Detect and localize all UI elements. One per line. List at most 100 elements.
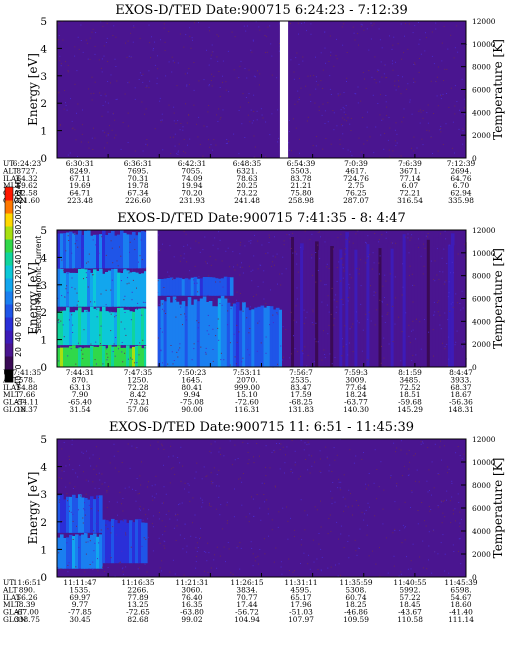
noise-pixel bbox=[240, 241, 242, 243]
intensity-cell bbox=[327, 237, 331, 367]
noise-pixel bbox=[217, 248, 219, 250]
intensity-cell bbox=[254, 307, 258, 367]
noise-pixel bbox=[244, 137, 246, 138]
noise-pixel bbox=[243, 25, 245, 27]
table-cell: 77.64 bbox=[345, 383, 366, 392]
table-row-label: GLAT bbox=[3, 608, 24, 617]
noise-pixel bbox=[384, 297, 385, 298]
noise-pixel bbox=[382, 508, 384, 510]
table-cell: 72.28 bbox=[127, 383, 148, 392]
noise-pixel bbox=[463, 98, 465, 100]
noise-pixel bbox=[454, 47, 456, 49]
noise-pixel bbox=[69, 482, 71, 484]
noise-pixel bbox=[204, 236, 206, 238]
noise-pixel bbox=[165, 313, 167, 314]
noise-pixel bbox=[112, 351, 114, 352]
noise-pixel bbox=[306, 514, 308, 516]
noise-pixel bbox=[324, 47, 326, 49]
noise-pixel bbox=[236, 264, 238, 266]
noise-pixel bbox=[263, 494, 265, 495]
intensity-cell bbox=[93, 499, 97, 533]
noise-pixel bbox=[77, 346, 79, 348]
noise-pixel bbox=[161, 570, 162, 572]
intensity-cell bbox=[375, 243, 380, 367]
intensity-cell bbox=[248, 310, 252, 367]
noise-pixel bbox=[450, 522, 452, 524]
noise-pixel bbox=[321, 556, 323, 558]
y-tick-label: 5 bbox=[40, 16, 47, 28]
noise-pixel bbox=[349, 328, 351, 330]
noise-pixel bbox=[199, 251, 201, 253]
noise-pixel bbox=[177, 457, 179, 458]
y2-tick-label: 8000 bbox=[472, 272, 491, 281]
noise-pixel bbox=[169, 571, 171, 573]
noise-pixel bbox=[448, 572, 450, 574]
noise-pixel bbox=[97, 510, 99, 512]
noise-pixel bbox=[127, 82, 129, 84]
noise-pixel bbox=[285, 454, 286, 456]
noise-pixel bbox=[342, 106, 344, 108]
noise-pixel bbox=[71, 120, 73, 122]
noise-pixel bbox=[459, 109, 460, 111]
noise-pixel bbox=[196, 542, 198, 544]
intensity-cell bbox=[129, 520, 133, 564]
noise-pixel bbox=[274, 236, 275, 238]
noise-pixel bbox=[401, 331, 403, 333]
noise-pixel bbox=[350, 117, 352, 119]
noise-pixel bbox=[328, 268, 330, 269]
noise-pixel bbox=[175, 513, 176, 515]
noise-pixel bbox=[370, 320, 372, 322]
noise-pixel bbox=[208, 333, 210, 335]
noise-pixel bbox=[303, 552, 305, 554]
noise-pixel bbox=[252, 120, 254, 122]
noise-pixel bbox=[419, 109, 421, 111]
noise-pixel bbox=[264, 501, 265, 503]
noise-pixel bbox=[68, 562, 70, 564]
noise-pixel bbox=[209, 256, 211, 257]
noise-pixel bbox=[106, 359, 108, 361]
noise-pixel bbox=[403, 465, 405, 467]
noise-pixel bbox=[257, 268, 259, 270]
noise-pixel bbox=[350, 277, 352, 279]
noise-pixel bbox=[430, 80, 432, 82]
noise-pixel bbox=[145, 538, 147, 540]
intensity-cell bbox=[223, 276, 228, 296]
noise-pixel bbox=[445, 238, 447, 240]
noise-pixel bbox=[343, 108, 345, 110]
noise-pixel bbox=[351, 155, 353, 157]
noise-pixel bbox=[272, 314, 274, 316]
noise-pixel bbox=[336, 38, 337, 40]
intensity-cell bbox=[111, 230, 115, 269]
table-row-label: GLON bbox=[3, 405, 27, 414]
noise-pixel bbox=[198, 242, 200, 244]
noise-pixel bbox=[238, 331, 240, 333]
noise-pixel bbox=[333, 299, 335, 301]
noise-pixel bbox=[103, 55, 105, 57]
noise-pixel bbox=[111, 129, 113, 131]
noise-pixel bbox=[411, 273, 413, 275]
table-cell: 231.93 bbox=[179, 196, 205, 205]
noise-pixel bbox=[208, 552, 210, 554]
noise-pixel bbox=[67, 235, 69, 237]
noise-pixel bbox=[132, 488, 133, 490]
noise-pixel bbox=[220, 454, 221, 455]
noise-pixel bbox=[420, 53, 422, 55]
noise-pixel bbox=[67, 71, 69, 73]
noise-pixel bbox=[314, 102, 316, 104]
noise-pixel bbox=[238, 478, 240, 480]
noise-pixel bbox=[68, 240, 70, 241]
noise-pixel bbox=[72, 332, 74, 333]
noise-pixel bbox=[380, 362, 382, 364]
noise-pixel bbox=[381, 47, 383, 49]
noise-pixel bbox=[94, 301, 96, 303]
noise-pixel bbox=[196, 320, 198, 322]
noise-pixel bbox=[121, 462, 123, 463]
noise-pixel bbox=[258, 84, 260, 86]
intensity-cell bbox=[208, 301, 213, 367]
noise-pixel bbox=[252, 565, 254, 567]
noise-pixel bbox=[304, 230, 306, 232]
table-cell: 20.25 bbox=[236, 181, 257, 190]
intensity-cell bbox=[114, 312, 118, 346]
table-cell: 19.94 bbox=[181, 181, 202, 190]
noise-pixel bbox=[391, 48, 393, 50]
